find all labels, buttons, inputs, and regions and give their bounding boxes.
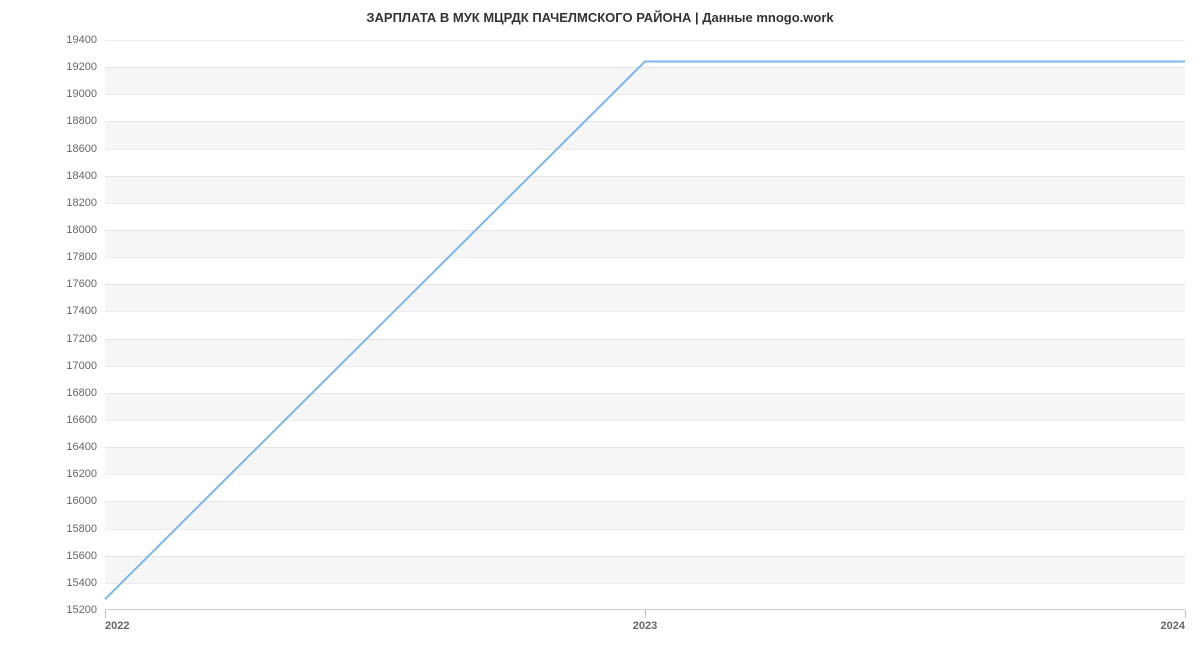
- x-tick: [645, 610, 646, 618]
- y-tick-label: 18200: [66, 197, 97, 209]
- y-tick-label: 19400: [66, 34, 97, 46]
- y-tick-label: 17000: [66, 360, 97, 372]
- y-tick-label: 17600: [66, 278, 97, 290]
- y-tick-label: 16600: [66, 414, 97, 426]
- y-tick-label: 15800: [66, 523, 97, 535]
- chart-series-svg: [105, 40, 1185, 610]
- y-tick-label: 16000: [66, 495, 97, 507]
- y-tick-label: 18000: [66, 224, 97, 236]
- x-tick: [105, 610, 106, 618]
- y-tick-label: 18800: [66, 115, 97, 127]
- y-tick-label: 16800: [66, 387, 97, 399]
- y-tick-label: 15400: [66, 577, 97, 589]
- y-tick-label: 16400: [66, 441, 97, 453]
- plot-area: 1520015400156001580016000162001640016600…: [105, 40, 1185, 610]
- y-tick-label: 18600: [66, 143, 97, 155]
- y-tick-label: 17800: [66, 251, 97, 263]
- y-tick-label: 17200: [66, 333, 97, 345]
- y-tick-label: 15600: [66, 550, 97, 562]
- y-tick-label: 19000: [66, 88, 97, 100]
- x-tick-label: 2023: [633, 620, 657, 632]
- y-tick-label: 17400: [66, 305, 97, 317]
- x-tick-label: 2022: [105, 620, 129, 632]
- chart-title: ЗАРПЛАТА В МУК МЦРДК ПАЧЕЛМСКОГО РАЙОНА …: [0, 10, 1200, 25]
- x-tick: [1185, 610, 1186, 618]
- y-tick-label: 18400: [66, 170, 97, 182]
- y-tick-label: 19200: [66, 61, 97, 73]
- series-line-salary: [105, 61, 1185, 599]
- x-tick-label: 2024: [1161, 620, 1185, 632]
- y-tick-label: 16200: [66, 468, 97, 480]
- y-tick-label: 15200: [66, 604, 97, 616]
